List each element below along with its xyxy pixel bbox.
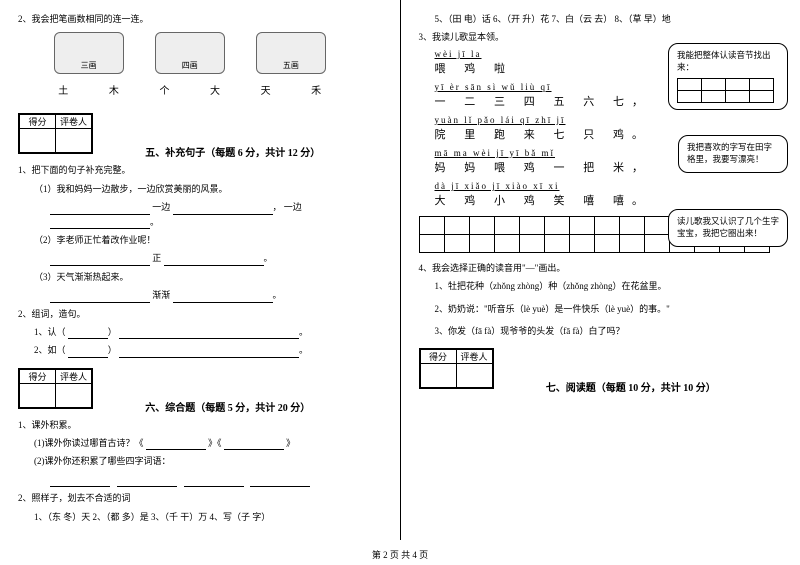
s5-1-2b: 正	[152, 253, 161, 263]
section-5-title: 五、补充句子（每题 6 分，共计 12 分）	[145, 144, 320, 159]
image-label-3: 三画	[81, 60, 97, 71]
s5-1-1c: 一边	[284, 202, 302, 212]
section-7-title: 七、阅读题（每题 10 分，共计 10 分）	[546, 379, 716, 394]
row3-py-text: yuàn lǐ pǎo lái qī zhī jī	[435, 115, 566, 125]
s5-1-3: （3）天气渐渐热起来。	[18, 270, 382, 284]
row5-py: dà jī xiǎo jī xiào xī xi	[435, 181, 783, 191]
s6-1-1b: 》《	[208, 438, 222, 448]
score-head-1b: 评卷人	[56, 369, 92, 383]
s6-2-1: 1、（东 冬）天 2、（都 多）是 3、（千 干）万 4、写（子 字）	[18, 510, 382, 524]
blank	[173, 293, 273, 303]
score-box-6: 得分评卷人	[18, 368, 93, 409]
blank	[119, 348, 299, 358]
char-2: 个	[159, 82, 169, 97]
row5-hz: 大 鸡 小 鸡 笑 嘻 嘻。	[435, 192, 783, 208]
s5-1-1: （1）我和妈妈一边散步，一边欣赏美丽的风景。	[18, 182, 382, 196]
s5-1-2-blank: 正 。	[18, 251, 382, 265]
blank	[224, 440, 284, 450]
score-head-0: 得分	[20, 115, 56, 129]
char-1: 木	[109, 82, 119, 97]
blank	[50, 205, 150, 215]
blank	[119, 329, 299, 339]
score-cell	[420, 364, 456, 388]
blank	[146, 440, 206, 450]
left-column: 2、我会把笔画数相同的连一连。 三画 四画 五画 土 木 个 大 天 禾 得分评…	[0, 0, 401, 540]
s5-2-1: 1、认（ ） 。	[18, 325, 382, 339]
image-box-5: 五画	[256, 32, 326, 74]
char-5: 禾	[311, 82, 321, 97]
bubble-2: 我把喜欢的字写在田字格里，我要写漂亮！	[678, 135, 788, 173]
blank	[50, 293, 150, 303]
score-cell	[456, 364, 492, 388]
s6-1-2: (2)课外你还积累了哪些四字词语：	[18, 454, 382, 468]
s6-1: 1、课外积累。	[18, 418, 382, 432]
score-box-7: 得分评卷人	[419, 348, 494, 389]
char-4: 天	[261, 82, 271, 97]
bubble-3: 读儿歌我又认识了几个生字宝宝，我把它圈出来！	[668, 209, 788, 247]
char-0: 土	[58, 82, 68, 97]
s4-2: 2、奶奶说："听音乐（lè yuè）是一件快乐（lè yuè）的事。"	[419, 302, 783, 316]
top-line: 5、（田 电）话 6、（开 升）花 7、白（云 去） 8、（草 早）地	[419, 12, 783, 26]
s4-1: 1、牡把花种（zhǒng zhòng）种（zhǒng zhòng）在花盆里。	[419, 279, 783, 293]
s5-1-1b: 一边	[152, 202, 170, 212]
s5-2-2-label: 2、如（	[34, 345, 66, 355]
chars-row: 土 木 个 大 天 禾	[38, 82, 342, 97]
score-cell	[56, 383, 92, 407]
s5-2-1-label: 1、认（	[34, 327, 66, 337]
poem-block: wèi jī la 喂 鸡 啦 yī èr sān sì wǔ liù qī 一…	[419, 49, 783, 208]
s5-2: 2、组词，造句。	[18, 307, 382, 321]
blank	[184, 477, 244, 487]
bubble-1-grid	[677, 78, 774, 103]
stroke-images-row: 三画 四画 五画	[38, 32, 342, 74]
right-column: 5、（田 电）话 6、（开 升）花 7、白（云 去） 8、（草 早）地 3、我读…	[401, 0, 800, 540]
s5-1-3-blank: 渐渐 。	[18, 288, 382, 302]
score-cell-1	[56, 129, 92, 153]
q2-text: 2、我会把笔画数相同的连一连。	[18, 12, 382, 26]
blank	[173, 205, 273, 215]
s6-1-2-blanks	[18, 473, 382, 487]
s5-1: 1、把下面的句子补充完整。	[18, 163, 382, 177]
row3-py: yuàn lǐ pǎo lái qī zhī jī	[435, 115, 783, 125]
s6-2: 2、照样子，划去不合适的词	[18, 491, 382, 505]
image-label-5: 五画	[283, 60, 299, 71]
blank	[68, 348, 108, 358]
blank	[50, 477, 110, 487]
row5-py-text: dà jī xiǎo jī xiào xī xi	[435, 181, 560, 191]
score-head-0c: 得分	[420, 350, 456, 364]
s6-1-1c: 》	[286, 438, 295, 448]
image-box-4: 四画	[155, 32, 225, 74]
blank	[164, 256, 264, 266]
blank	[50, 256, 150, 266]
s6-1-1-label: (1)课外你读过哪首古诗？《	[34, 438, 144, 448]
bubble-1: 我能把整体认读音节找出来：	[668, 43, 788, 110]
s5-1-2: （2）李老师正忙着改作业呢！	[18, 233, 382, 247]
char-3: 大	[210, 82, 220, 97]
image-label-4: 四画	[182, 60, 198, 71]
s5-1-1-blank: 一边 ， 一边 。	[18, 200, 382, 229]
row4-py-text: mā ma wèi jī yī bǎ mǐ	[435, 148, 555, 158]
section-6-title: 六、综合题（每题 5 分，共计 20 分）	[145, 399, 310, 414]
row1-py-text: wèi jī la	[435, 49, 482, 59]
row2-py-text: yī èr sān sì wǔ liù qī	[435, 82, 552, 92]
blank	[117, 477, 177, 487]
blank	[250, 477, 310, 487]
score-box-5: 得分评卷人	[18, 113, 93, 154]
s4: 4、我会选择正确的读音用"—"画出。	[419, 261, 783, 275]
score-head-0b: 得分	[20, 369, 56, 383]
score-head-1: 评卷人	[56, 115, 92, 129]
s5-2-2: 2、如（ ） 。	[18, 343, 382, 357]
s4-3: 3、你发（fā fà）现爷爷的头发（fā fà）白了吗？	[419, 324, 783, 338]
s6-1-1: (1)课外你读过哪首古诗？《 》《 》	[18, 436, 382, 450]
image-box-3: 三画	[54, 32, 124, 74]
score-head-1c: 评卷人	[456, 350, 492, 364]
page-footer: 第 2 页 共 4 页	[0, 548, 800, 561]
score-cell-0	[20, 129, 56, 153]
blank	[68, 329, 108, 339]
score-cell	[20, 383, 56, 407]
blank	[50, 219, 150, 229]
bubble-1-text: 我能把整体认读音节找出来：	[677, 50, 779, 74]
s5-1-3b: 渐渐	[152, 290, 170, 300]
